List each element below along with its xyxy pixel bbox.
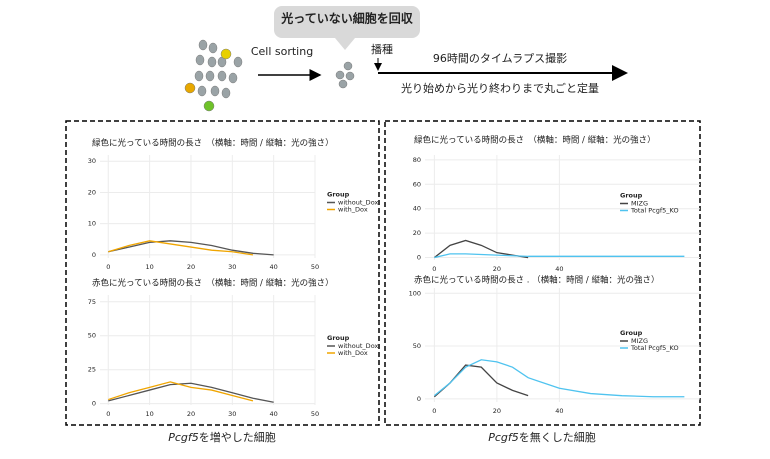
legend-title: Group (620, 192, 643, 200)
legend-label: MIZG (631, 200, 648, 208)
series-line (434, 253, 685, 259)
legend-label: without_Dox (338, 342, 378, 350)
seeding-label: 播種 (371, 42, 393, 56)
caption-text: を無くした細胞 (519, 430, 596, 444)
chart-title: 緑色に光っている時間の長さ （横軸：時間 / 縦軸：光の強さ） (414, 135, 656, 146)
schematic: 光っていない細胞を回収 Cell sorting 播種 96時間のタイムラプス撮… (184, 6, 628, 112)
x-tick-label: 50 (311, 263, 319, 271)
gene: Pcgf5 (488, 431, 519, 444)
cell-cluster (184, 39, 243, 112)
y-tick-label: 60 (413, 180, 421, 188)
quantify-label: 光り始めから光り終わりまで丸ごと定量 (401, 81, 599, 95)
x-tick-label: 30 (228, 410, 236, 418)
y-tick-label: 0 (417, 254, 421, 262)
y-tick-label: 50 (88, 332, 96, 340)
legend-title: Group (327, 191, 350, 199)
x-tick-label: 20 (187, 410, 195, 418)
y-tick-label: 40 (413, 205, 421, 213)
legend-title: Group (327, 334, 350, 342)
legend-label: with_Dox (338, 206, 368, 214)
legend-label: Total Pcgf5_KO (630, 344, 679, 352)
bubble-text: 光っていない細胞を回収 (280, 11, 413, 26)
y-tick-label: 30 (88, 157, 96, 165)
x-tick-label: 0 (432, 265, 436, 273)
legend-title: Group (620, 329, 643, 337)
caption-text: を増やした細胞 (199, 431, 276, 444)
x-tick-label: 0 (432, 407, 436, 415)
y-tick-label: 0 (92, 400, 96, 408)
panel-box (65, 120, 380, 426)
y-tick-label: 0 (417, 395, 421, 403)
series-line (108, 382, 274, 403)
legend-label: without_Dox (338, 199, 378, 207)
series-line (108, 381, 254, 402)
series-line (433, 364, 529, 398)
x-tick-label: 40 (270, 410, 278, 418)
legend-label: MIZG (631, 337, 648, 345)
x-tick-label: 40 (555, 407, 563, 415)
y-tick-label: 25 (88, 366, 96, 374)
series-line (433, 359, 685, 398)
x-tick-label: 10 (145, 410, 153, 418)
x-tick-label: 0 (106, 410, 110, 418)
speech-bubble (274, 6, 420, 50)
chart-title: 緑色に光っている時間の長さ （横軸：時間 / 縦軸：光の強さ） (92, 138, 334, 149)
x-tick-label: 20 (493, 407, 501, 415)
series-line (108, 240, 274, 256)
x-tick-label: 40 (270, 263, 278, 271)
gene: Pcgf5 (168, 431, 199, 444)
y-tick-label: 0 (92, 251, 96, 259)
y-tick-label: 50 (413, 342, 421, 350)
x-tick-label: 0 (106, 263, 110, 271)
sorted-cells (335, 61, 355, 89)
caption: Pcgf5を増やした細胞 (168, 431, 276, 444)
y-tick-label: 20 (413, 229, 421, 237)
legend-label: with_Dox (338, 349, 368, 357)
x-tick-label: 20 (187, 263, 195, 271)
chart-title: 赤色に光っている時間の長さ （横軸：時間 / 縦軸：光の強さ） (92, 278, 334, 289)
x-tick-label: 30 (228, 263, 236, 271)
y-tick-label: 100 (409, 289, 421, 297)
y-tick-label: 10 (88, 220, 96, 228)
caption: Pcgf5を無くした細胞 (488, 430, 596, 444)
series-line (108, 240, 254, 256)
chart-title: 赤色に光っている時間の長さ . （横軸：時間 / 縦軸：光の強さ） (414, 275, 659, 286)
y-tick-label: 20 (88, 188, 96, 196)
x-tick-label: 50 (311, 410, 319, 418)
x-tick-label: 10 (145, 263, 153, 271)
x-tick-label: 20 (493, 265, 501, 273)
legend-label: Total Pcgf5_KO (630, 207, 679, 215)
y-tick-label: 80 (413, 156, 421, 164)
panel-box (384, 120, 701, 426)
x-tick-label: 40 (555, 265, 563, 273)
y-tick-label: 75 (88, 298, 96, 306)
sorting-label: Cell sorting (251, 45, 313, 58)
timelapse-label: 96時間のタイムラプス撮影 (433, 51, 567, 65)
